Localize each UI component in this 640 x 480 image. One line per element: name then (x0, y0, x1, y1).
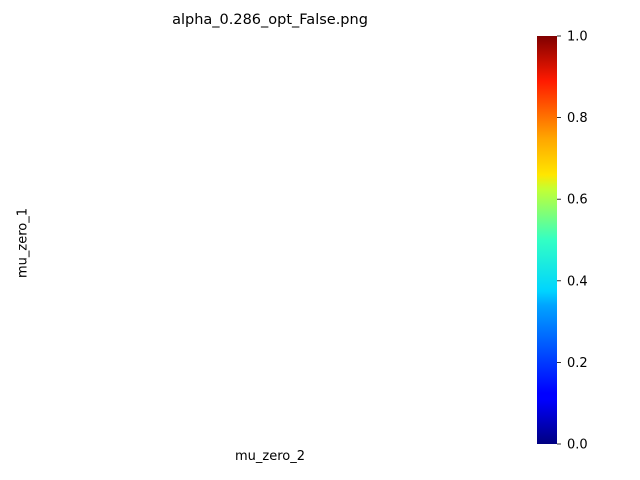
colorbar-tick-label: 0.2 (567, 356, 588, 371)
x-axis-label: mu_zero_2 (234, 449, 305, 464)
colorbar-tick-label: 0.6 (567, 193, 588, 208)
colorbar-ticks: 0.0 0.2 0.4 0.6 0.8 1.0 (557, 30, 588, 453)
colorbar-tick-label: 0.4 (567, 274, 588, 289)
chart-title: alpha_0.286_opt_False.png (172, 12, 368, 28)
colorbar-gradient (537, 36, 557, 444)
colorbar-tick-label: 0.0 (567, 438, 588, 453)
colorbar-tick-label: 1.0 (567, 30, 588, 45)
colorbar-tick-label: 0.8 (567, 111, 588, 126)
